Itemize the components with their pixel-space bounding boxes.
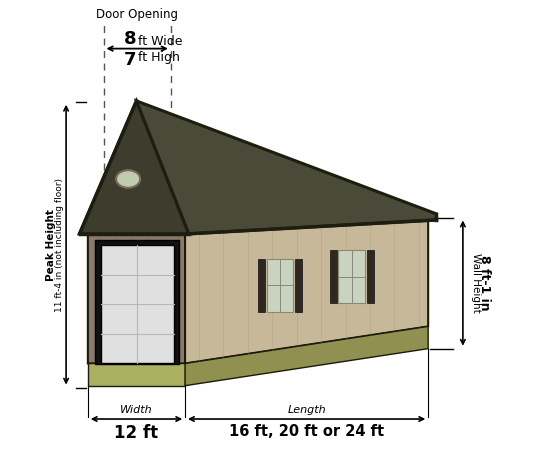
Text: ft Wide: ft Wide: [138, 35, 183, 48]
Text: 16 ft, 20 ft or 24 ft: 16 ft, 20 ft or 24 ft: [229, 424, 384, 438]
FancyBboxPatch shape: [267, 259, 293, 312]
Text: Length: Length: [287, 405, 326, 415]
Polygon shape: [295, 259, 302, 312]
Polygon shape: [137, 101, 436, 234]
Text: 11 ft-4 in (not including floor): 11 ft-4 in (not including floor): [55, 178, 64, 312]
Text: Door Opening: Door Opening: [96, 8, 178, 21]
Text: 8 ft-1 in: 8 ft-1 in: [478, 255, 491, 311]
Text: 7: 7: [124, 51, 136, 69]
Polygon shape: [258, 259, 265, 312]
FancyBboxPatch shape: [101, 245, 174, 363]
Text: 8: 8: [124, 30, 136, 48]
Ellipse shape: [116, 170, 140, 188]
Text: Wall Height: Wall Height: [471, 253, 481, 313]
Polygon shape: [185, 326, 428, 386]
Polygon shape: [185, 218, 428, 363]
Polygon shape: [88, 363, 185, 386]
Text: ft High: ft High: [138, 51, 180, 64]
Text: 12 ft: 12 ft: [114, 424, 158, 442]
Polygon shape: [329, 250, 337, 303]
Polygon shape: [367, 250, 374, 303]
Polygon shape: [88, 106, 185, 363]
FancyBboxPatch shape: [95, 240, 179, 364]
FancyBboxPatch shape: [338, 250, 365, 303]
Text: Peak Height: Peak Height: [46, 209, 56, 281]
Text: Width: Width: [120, 405, 153, 415]
Polygon shape: [80, 101, 189, 234]
